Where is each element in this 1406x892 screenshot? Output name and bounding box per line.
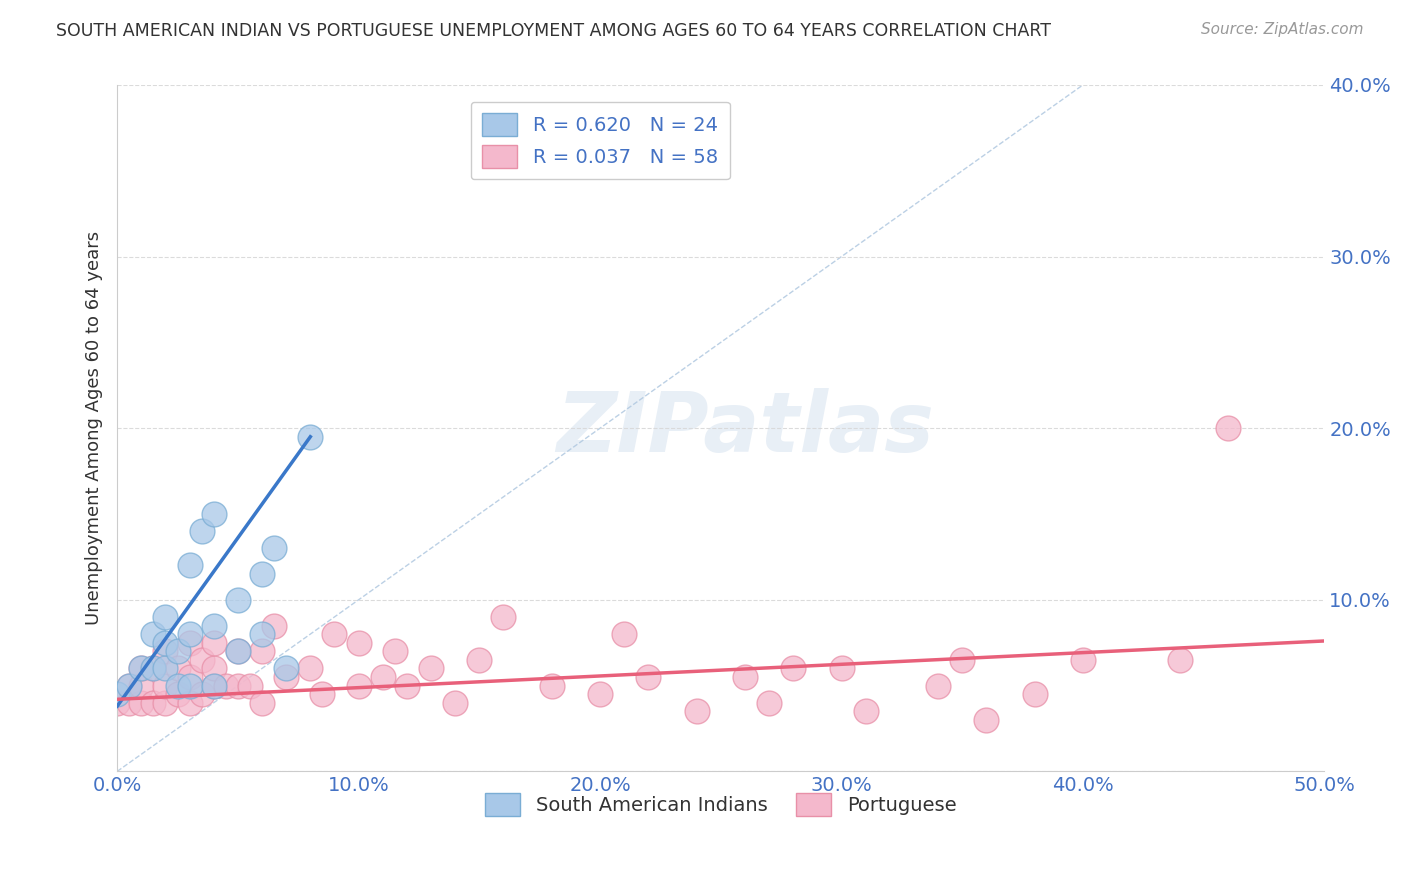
Point [226,644,249,658]
Legend: South American Indians, Portuguese: South American Indians, Portuguese [477,786,965,823]
Point [831,661,853,675]
Point [540,679,562,693]
Point [263,541,285,556]
Point [142,696,165,710]
Point [118,679,141,693]
Point [202,679,225,693]
Point [155,635,177,649]
Point [131,661,153,675]
Text: SOUTH AMERICAN INDIAN VS PORTUGUESE UNEMPLOYMENT AMONG AGES 60 TO 64 YEARS CORRE: SOUTH AMERICAN INDIAN VS PORTUGUESE UNEM… [56,22,1052,40]
Point [202,661,225,675]
Point [166,661,188,675]
Point [927,679,949,693]
Point [166,679,188,693]
Point [202,507,225,521]
Point [685,704,707,718]
Point [1024,687,1046,701]
Point [1071,653,1094,667]
Point [142,661,165,675]
Point [371,670,394,684]
Point [734,670,756,684]
Point [179,558,201,573]
Point [589,687,612,701]
Point [118,679,141,693]
Point [950,653,973,667]
Point [105,687,128,701]
Point [276,670,298,684]
Point [131,661,153,675]
Point [179,696,201,710]
Point [347,635,370,649]
Point [190,687,212,701]
Point [166,687,188,701]
Point [323,627,346,641]
Point [131,679,153,693]
Point [250,627,273,641]
Point [226,679,249,693]
Point [395,679,418,693]
Point [202,679,225,693]
Y-axis label: Unemployment Among Ages 60 to 64 years: Unemployment Among Ages 60 to 64 years [86,231,103,625]
Point [855,704,877,718]
Point [1216,421,1239,435]
Point [384,644,406,658]
Point [142,661,165,675]
Point [155,696,177,710]
Point [215,679,238,693]
Point [250,696,273,710]
Point [263,618,285,632]
Text: Source: ZipAtlas.com: Source: ZipAtlas.com [1201,22,1364,37]
Point [420,661,443,675]
Point [468,653,491,667]
Point [239,679,262,693]
Point [250,644,273,658]
Point [142,627,165,641]
Point [758,696,780,710]
Point [179,679,201,693]
Point [166,644,188,658]
Point [347,679,370,693]
Point [155,679,177,693]
Point [299,430,322,444]
Point [444,696,467,710]
Point [782,661,804,675]
Point [131,696,153,710]
Point [1168,653,1191,667]
Point [299,661,322,675]
Point [226,592,249,607]
Point [179,635,201,649]
Point [311,687,333,701]
Point [179,670,201,684]
Point [976,713,998,727]
Point [202,618,225,632]
Point [276,661,298,675]
Point [202,635,225,649]
Point [637,670,659,684]
Point [155,644,177,658]
Point [105,696,128,710]
Text: ZIPatlas: ZIPatlas [555,388,934,468]
Point [226,644,249,658]
Point [190,524,212,538]
Point [155,661,177,675]
Point [492,610,515,624]
Point [613,627,636,641]
Point [179,627,201,641]
Point [118,696,141,710]
Point [250,567,273,582]
Point [155,610,177,624]
Point [190,653,212,667]
